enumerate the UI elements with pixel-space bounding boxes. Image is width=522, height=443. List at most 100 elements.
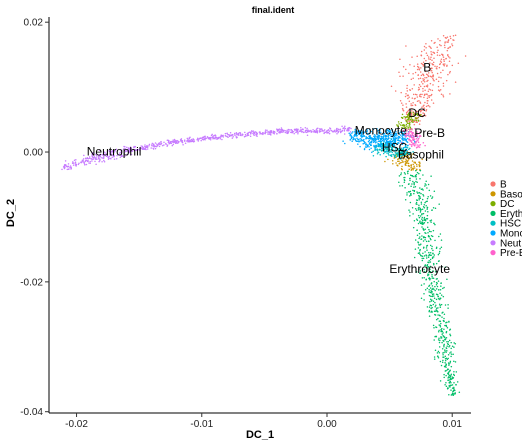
- data-point: [408, 168, 410, 170]
- data-point: [431, 274, 433, 276]
- data-point: [392, 163, 394, 165]
- data-point: [387, 158, 389, 161]
- data-point: [413, 192, 415, 195]
- data-point: [386, 148, 389, 151]
- data-point: [366, 129, 369, 131]
- data-point: [406, 116, 408, 118]
- data-point: [443, 317, 445, 320]
- data-point: [406, 132, 408, 134]
- data-point: [349, 131, 352, 133]
- legend-label: Neut: [500, 238, 521, 249]
- data-point: [390, 143, 393, 145]
- series-erythrocyte-points: [398, 169, 461, 396]
- data-point: [428, 66, 431, 68]
- data-point: [435, 67, 438, 69]
- data-point: [395, 146, 397, 149]
- data-point: [398, 157, 400, 160]
- data-point: [445, 79, 448, 82]
- data-point: [421, 259, 424, 262]
- data-point: [232, 136, 234, 138]
- data-point: [381, 137, 384, 140]
- data-point: [418, 86, 420, 89]
- data-point: [423, 293, 425, 295]
- data-point: [360, 135, 363, 138]
- data-point: [383, 137, 385, 139]
- data-point: [295, 131, 297, 134]
- data-point: [439, 288, 442, 291]
- data-point: [190, 139, 192, 141]
- data-point: [102, 157, 104, 160]
- data-point: [418, 204, 420, 206]
- data-point: [428, 96, 430, 99]
- data-point: [412, 77, 414, 79]
- data-point: [431, 196, 434, 198]
- data-point: [115, 158, 118, 160]
- data-point: [407, 156, 409, 158]
- data-point: [427, 79, 429, 82]
- data-point: [385, 139, 388, 142]
- cluster-label-b: B: [423, 61, 431, 75]
- data-point: [449, 333, 451, 335]
- data-point: [86, 157, 89, 159]
- data-point: [407, 190, 410, 193]
- data-point: [413, 182, 415, 185]
- data-point: [445, 385, 448, 388]
- data-point: [388, 143, 391, 146]
- data-point: [411, 97, 414, 99]
- data-point: [400, 173, 402, 176]
- data-point: [140, 147, 143, 149]
- data-point: [127, 148, 130, 150]
- data-point: [442, 340, 445, 342]
- data-point: [400, 156, 403, 159]
- data-point: [406, 134, 408, 137]
- data-point: [442, 94, 444, 96]
- data-point: [393, 142, 395, 144]
- data-point: [360, 138, 363, 140]
- data-point: [136, 148, 139, 151]
- data-point: [304, 127, 307, 129]
- data-point: [435, 283, 438, 286]
- data-point: [421, 106, 423, 108]
- data-point: [452, 353, 454, 356]
- data-point: [445, 381, 447, 384]
- data-point: [409, 177, 411, 180]
- data-point: [98, 153, 101, 156]
- data-point: [410, 166, 412, 169]
- data-point: [323, 130, 325, 132]
- cluster-label-pre-b: Pre-B: [414, 126, 445, 140]
- data-point: [415, 218, 418, 220]
- cluster-label-neutrophil: Neutrophil: [87, 144, 142, 158]
- x-axis-title: DC_1: [246, 429, 274, 441]
- data-point: [357, 138, 359, 141]
- data-point: [112, 150, 114, 152]
- data-point: [410, 194, 412, 196]
- data-point: [401, 143, 404, 146]
- data-point: [302, 128, 304, 131]
- data-point: [208, 136, 210, 139]
- data-point: [373, 133, 376, 136]
- data-point: [73, 159, 76, 161]
- data-point: [449, 369, 451, 371]
- data-point: [226, 136, 229, 138]
- data-point: [426, 287, 429, 290]
- data-point: [425, 200, 427, 203]
- data-point: [210, 134, 213, 137]
- data-point: [436, 285, 439, 288]
- data-point: [157, 142, 160, 145]
- data-point: [75, 158, 77, 161]
- data-point: [282, 130, 285, 133]
- data-point: [436, 65, 438, 68]
- data-point: [99, 158, 101, 161]
- data-point: [248, 131, 251, 134]
- data-point: [421, 257, 423, 260]
- data-point: [424, 70, 427, 73]
- data-point: [417, 137, 420, 140]
- data-point: [276, 130, 279, 132]
- data-point: [423, 78, 425, 81]
- data-point: [405, 140, 407, 142]
- data-point: [105, 155, 108, 158]
- data-point: [404, 164, 407, 166]
- data-point: [404, 153, 407, 155]
- data-point: [421, 219, 424, 222]
- data-point: [293, 132, 295, 135]
